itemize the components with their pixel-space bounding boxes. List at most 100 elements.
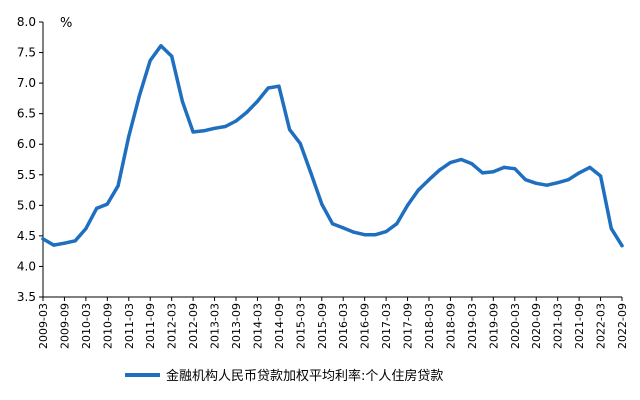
data-point bbox=[84, 227, 88, 231]
x-axis-ticks: 2009-03 2009-09 2010-03 2010-09 2011-03 2011-… bbox=[37, 297, 629, 349]
x-tick-label: 2013-03 bbox=[209, 303, 222, 349]
x-tick-label: 2020-09 bbox=[530, 303, 543, 349]
x-tick-label: 2015-03 bbox=[294, 303, 307, 349]
x-tick-label: 2018-03 bbox=[423, 303, 436, 349]
x-tick-label: 2010-03 bbox=[80, 303, 93, 349]
data-point bbox=[223, 124, 227, 129]
data-point bbox=[202, 129, 206, 133]
data-point bbox=[609, 227, 613, 231]
data-point bbox=[459, 157, 463, 162]
data-point bbox=[127, 134, 131, 138]
data-point bbox=[245, 110, 249, 114]
data-point bbox=[577, 171, 581, 175]
y-tick-label: 4.5 bbox=[17, 229, 36, 243]
data-point bbox=[320, 202, 324, 206]
data-point bbox=[234, 119, 238, 123]
data-point bbox=[438, 168, 442, 172]
data-point bbox=[266, 86, 270, 90]
data-point bbox=[213, 126, 217, 130]
data-point bbox=[180, 99, 184, 103]
data-point bbox=[406, 203, 410, 207]
data-point bbox=[534, 181, 538, 185]
data-point bbox=[298, 142, 302, 146]
data-point bbox=[73, 239, 77, 243]
x-tick-label: 2019-09 bbox=[487, 303, 500, 349]
data-point bbox=[330, 222, 335, 226]
y-tick-label: 4.0 bbox=[17, 259, 36, 273]
data-point bbox=[502, 165, 506, 169]
x-tick-label: 2016-09 bbox=[359, 303, 372, 349]
data-point bbox=[384, 230, 388, 234]
data-point bbox=[491, 170, 495, 174]
data-point bbox=[148, 58, 152, 63]
data-point bbox=[105, 202, 109, 206]
data-point bbox=[52, 243, 56, 247]
data-point bbox=[277, 84, 281, 88]
data-point bbox=[341, 226, 345, 230]
series-line bbox=[41, 44, 624, 248]
data-point bbox=[427, 178, 431, 182]
data-point bbox=[470, 162, 474, 166]
y-axis-unit-label: % bbox=[60, 16, 72, 31]
x-tick-label: 2009-03 bbox=[37, 303, 50, 349]
data-point bbox=[309, 172, 313, 176]
x-tick-label: 2012-09 bbox=[187, 303, 200, 349]
x-tick-label: 2018-09 bbox=[444, 303, 457, 349]
data-point bbox=[116, 184, 120, 188]
data-point bbox=[416, 188, 420, 192]
x-tick-label: 2022-03 bbox=[595, 303, 608, 349]
data-point bbox=[170, 54, 174, 58]
data-point bbox=[363, 233, 367, 237]
data-point bbox=[513, 167, 517, 171]
data-point bbox=[255, 99, 259, 103]
x-tick-label: 2021-09 bbox=[573, 303, 586, 349]
data-point bbox=[556, 181, 560, 185]
data-point bbox=[599, 174, 603, 178]
data-point bbox=[620, 244, 624, 248]
data-point bbox=[62, 241, 66, 245]
data-point bbox=[588, 165, 592, 169]
series-group bbox=[41, 44, 624, 248]
x-tick-label: 2017-03 bbox=[380, 303, 393, 349]
x-tick-label: 2021-03 bbox=[552, 303, 565, 349]
x-tick-label: 2012-03 bbox=[166, 303, 179, 349]
x-tick-label: 2022-09 bbox=[616, 303, 629, 349]
x-tick-label: 2011-03 bbox=[123, 303, 136, 349]
x-tick-label: 2009-09 bbox=[58, 303, 71, 349]
legend: 金融机构人民币贷款加权平均利率:个人住房贷款 bbox=[125, 368, 443, 384]
data-point bbox=[137, 93, 142, 97]
x-tick-label: 2014-09 bbox=[273, 303, 286, 349]
x-tick-label: 2014-03 bbox=[251, 303, 264, 349]
x-tick-label: 2013-09 bbox=[230, 303, 243, 349]
x-tick-label: 2017-09 bbox=[402, 303, 415, 349]
x-tick-label: 2010-09 bbox=[101, 303, 114, 349]
y-tick-label: 7.5 bbox=[17, 46, 36, 60]
y-tick-label: 8.0 bbox=[17, 15, 36, 29]
data-point bbox=[41, 237, 45, 241]
axes bbox=[42, 22, 622, 298]
x-tick-label: 2015-09 bbox=[316, 303, 329, 349]
data-point bbox=[288, 128, 292, 132]
y-tick-label: 7.0 bbox=[17, 76, 36, 90]
data-point bbox=[395, 222, 399, 226]
data-point bbox=[373, 233, 377, 237]
x-tick-label: 2016-03 bbox=[337, 303, 350, 349]
data-point bbox=[448, 161, 452, 165]
data-point bbox=[191, 130, 195, 134]
data-point bbox=[95, 206, 99, 210]
y-tick-label: 5.0 bbox=[17, 198, 36, 212]
data-point bbox=[352, 230, 356, 234]
data-point bbox=[481, 171, 485, 175]
data-point bbox=[523, 178, 528, 182]
y-tick-label: 6.5 bbox=[17, 107, 36, 121]
legend-label: 金融机构人民币贷款加权平均利率:个人住房贷款 bbox=[166, 368, 443, 384]
data-point bbox=[545, 183, 549, 187]
y-tick-label: 3.5 bbox=[17, 290, 36, 304]
x-tick-label: 2019-03 bbox=[466, 303, 479, 349]
y-tick-label: 5.5 bbox=[17, 168, 36, 182]
x-tick-label: 2011-09 bbox=[144, 303, 157, 349]
data-point bbox=[159, 44, 163, 48]
y-tick-label: 6.0 bbox=[17, 137, 36, 151]
x-tick-label: 2020-03 bbox=[509, 303, 522, 349]
